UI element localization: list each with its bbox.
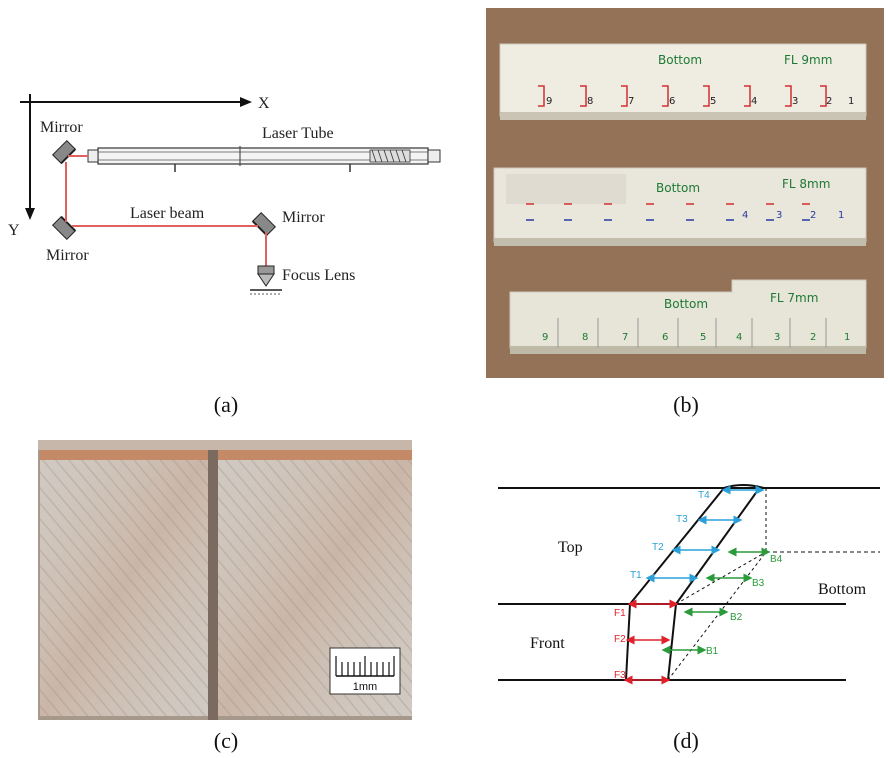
y-axis-label: Y <box>8 222 20 239</box>
laser-tube <box>87 146 441 172</box>
strip2-num: 4 <box>742 210 748 221</box>
caption-a: (a) <box>213 392 239 417</box>
strip3-num: 6 <box>662 332 668 343</box>
strip3-num: 2 <box>810 332 816 343</box>
t-label: T3 <box>676 514 688 525</box>
focus-lens-label: Focus Lens <box>282 267 355 284</box>
b-label: B4 <box>770 554 783 565</box>
region-front-label: Front <box>530 635 565 652</box>
caption-d: (d) <box>673 728 699 753</box>
region-bottom-label: Bottom <box>818 581 867 598</box>
strip1-num: 2 <box>826 96 832 107</box>
mirror-right-icon <box>251 211 277 237</box>
strip2-num: 2 <box>810 210 816 221</box>
t-label: T1 <box>630 570 642 581</box>
specimen-left <box>40 450 208 716</box>
mirror-top-left-icon <box>51 139 77 165</box>
strip3-fl-label: FL 7mm <box>770 291 818 305</box>
strip3-side-label: Bottom <box>664 297 708 311</box>
strip1-num: 7 <box>628 96 634 107</box>
laser-beam-label: Laser beam <box>130 205 205 222</box>
strip3-num: 4 <box>736 332 742 343</box>
strip3-num: 1 <box>844 332 850 343</box>
strip2-num: 1 <box>838 210 844 221</box>
caption-b: (b) <box>673 392 699 417</box>
y-axis-arrow-icon <box>25 208 35 220</box>
strip1-num: 4 <box>751 96 757 107</box>
laser-tube-label: Laser Tube <box>262 125 334 142</box>
strip1-num: 5 <box>710 96 716 107</box>
x-axis-label: X <box>258 95 270 112</box>
strip1-num: 8 <box>587 96 593 107</box>
f-label: F3 <box>614 670 626 681</box>
strip3-num: 8 <box>582 332 588 343</box>
strip-fl-8mm: Bottom FL 8mm 4 3 2 1 <box>493 167 867 246</box>
f-label: F1 <box>614 608 626 619</box>
strip1-fl-label: FL 9mm <box>784 53 832 67</box>
strip1-num: 3 <box>792 96 798 107</box>
strip2-fl-label: FL 8mm <box>782 177 830 191</box>
strip-fl-9mm: Bottom FL 9mm 9 8 7 6 5 4 3 2 1 <box>499 43 867 120</box>
strip3-num: 9 <box>542 332 548 343</box>
mirror-top-left-label: Mirror <box>40 119 83 136</box>
strip3-num: 7 <box>622 332 628 343</box>
mirror-bottom-left-label: Mirror <box>46 247 89 264</box>
x-axis-arrow-icon <box>240 97 252 107</box>
t-label: T2 <box>652 542 664 553</box>
strip2-side-label: Bottom <box>656 181 700 195</box>
mirror-right-label: Mirror <box>282 209 325 226</box>
kerf-schematic: Top Front Bottom T4 T3 T2 T1 F1 F2 F3 B4… <box>498 484 880 685</box>
laser-beam-path <box>65 155 267 266</box>
laser-path-diagram: X Y Laser Tube Mirror Mirror Mirror Lase… <box>8 94 441 295</box>
strip2-num: 3 <box>776 210 782 221</box>
strip3-num: 3 <box>774 332 780 343</box>
strip1-num: 9 <box>546 96 552 107</box>
strip-fl-7mm: Bottom FL 7mm 9 8 7 6 5 4 3 2 1 <box>509 279 867 354</box>
focus-lens-icon <box>250 265 282 295</box>
cross-section-micrograph: 1mm <box>38 440 412 720</box>
strip1-num: 1 <box>848 96 854 107</box>
strip1-num: 6 <box>669 96 675 107</box>
f-label: F2 <box>614 634 626 645</box>
strip3-num: 5 <box>700 332 706 343</box>
b-label: B2 <box>730 612 743 623</box>
region-top-label: Top <box>558 539 583 556</box>
scale-bar-label: 1mm <box>353 681 377 693</box>
strip1-side-label: Bottom <box>658 53 702 67</box>
b-label: B1 <box>706 646 719 657</box>
specimen-strips-photo: Bottom FL 9mm 9 8 7 6 5 4 3 2 1 Bottom F… <box>486 8 884 378</box>
b-label: B3 <box>752 578 765 589</box>
t-label: T4 <box>698 490 710 501</box>
caption-c: (c) <box>213 728 239 753</box>
mirror-bottom-left-icon <box>51 215 77 241</box>
scale-bar: 1mm <box>329 647 401 695</box>
